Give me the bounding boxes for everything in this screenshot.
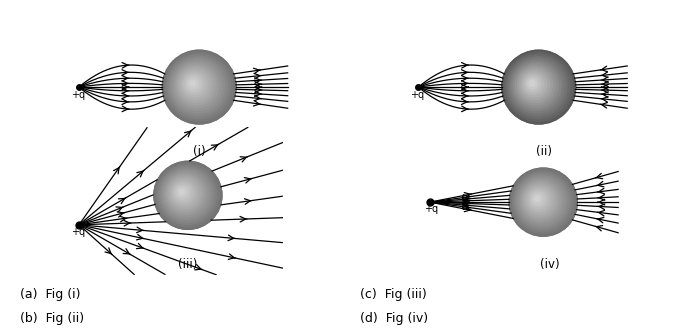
Circle shape	[170, 59, 225, 113]
Circle shape	[518, 178, 564, 224]
Circle shape	[166, 55, 230, 119]
Circle shape	[168, 177, 200, 209]
Circle shape	[526, 76, 541, 92]
Circle shape	[532, 194, 543, 204]
Circle shape	[180, 70, 210, 100]
Circle shape	[524, 74, 544, 94]
Circle shape	[509, 168, 577, 236]
Circle shape	[164, 52, 233, 121]
Circle shape	[527, 78, 538, 89]
Circle shape	[154, 161, 222, 229]
Circle shape	[513, 172, 572, 231]
Circle shape	[529, 190, 548, 209]
Circle shape	[175, 185, 190, 200]
Circle shape	[165, 173, 206, 214]
Circle shape	[170, 179, 198, 207]
Circle shape	[182, 72, 207, 97]
Circle shape	[502, 50, 576, 124]
Text: (ii): (ii)	[536, 145, 551, 158]
Circle shape	[522, 182, 559, 219]
Circle shape	[534, 196, 540, 201]
Circle shape	[172, 61, 221, 111]
Circle shape	[177, 187, 187, 197]
Circle shape	[527, 188, 551, 211]
Circle shape	[178, 68, 213, 103]
Circle shape	[511, 170, 574, 234]
Circle shape	[515, 174, 569, 229]
Text: +q: +q	[410, 90, 424, 100]
Circle shape	[168, 57, 227, 116]
Circle shape	[174, 183, 193, 202]
Circle shape	[176, 65, 216, 105]
Circle shape	[511, 61, 561, 111]
Circle shape	[520, 180, 562, 221]
Circle shape	[526, 186, 553, 214]
Circle shape	[515, 65, 555, 105]
Circle shape	[163, 171, 208, 217]
Circle shape	[166, 175, 203, 212]
Circle shape	[517, 176, 566, 226]
Circle shape	[510, 59, 564, 113]
Text: (d)  Fig (iv): (d) Fig (iv)	[360, 312, 428, 325]
Text: +q: +q	[71, 227, 85, 237]
Circle shape	[519, 70, 549, 100]
Circle shape	[179, 189, 185, 195]
Circle shape	[504, 52, 572, 121]
Text: (iii): (iii)	[178, 258, 198, 271]
Circle shape	[184, 74, 204, 94]
Circle shape	[502, 50, 576, 124]
Circle shape	[161, 169, 211, 219]
Text: (iv): (iv)	[540, 258, 560, 271]
Circle shape	[508, 57, 567, 116]
Circle shape	[186, 76, 202, 92]
Circle shape	[524, 184, 556, 216]
Circle shape	[513, 63, 558, 108]
Circle shape	[517, 68, 553, 103]
Circle shape	[172, 181, 195, 205]
Circle shape	[506, 55, 570, 119]
Circle shape	[509, 168, 577, 236]
Circle shape	[158, 165, 217, 224]
Circle shape	[154, 161, 222, 229]
Text: +q: +q	[71, 90, 85, 100]
Circle shape	[162, 50, 236, 124]
Text: (b)  Fig (ii): (b) Fig (ii)	[20, 312, 84, 325]
Circle shape	[521, 72, 547, 97]
Circle shape	[162, 50, 236, 124]
Circle shape	[187, 78, 198, 89]
Circle shape	[174, 63, 219, 108]
Text: (c)  Fig (iii): (c) Fig (iii)	[360, 288, 426, 301]
Text: +q: +q	[424, 204, 438, 214]
Circle shape	[160, 167, 214, 222]
Text: (i): (i)	[193, 145, 206, 158]
Circle shape	[189, 80, 196, 86]
Circle shape	[529, 80, 535, 86]
Circle shape	[155, 163, 219, 227]
Circle shape	[531, 192, 545, 206]
Text: (a)  Fig (i): (a) Fig (i)	[20, 288, 81, 301]
